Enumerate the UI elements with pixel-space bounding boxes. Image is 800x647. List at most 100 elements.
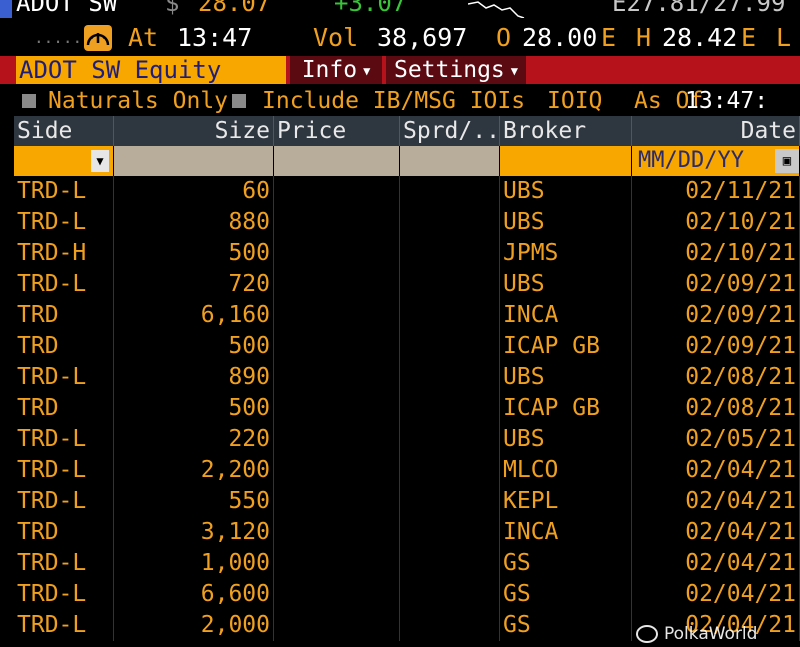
date-filter-input[interactable]: MM/DD/YY ▣: [632, 146, 800, 176]
table-row[interactable]: TRD-L 6,600 GS 02/04/21: [14, 579, 800, 610]
broker-cell: JPMS: [500, 238, 632, 269]
column-header-date[interactable]: Date: [632, 116, 800, 146]
broker-cell: GS: [500, 548, 632, 579]
more-dots-icon[interactable]: .....: [34, 28, 83, 47]
info-menu-button[interactable]: Info ▼: [290, 56, 382, 84]
table-row[interactable]: TRD-L 1,000 GS 02/04/21: [14, 548, 800, 579]
security-field[interactable]: ADOT SW Equity: [16, 56, 286, 84]
side-cell: TRD-L: [14, 548, 114, 579]
broker-cell: UBS: [500, 424, 632, 455]
price-cell: [274, 238, 400, 269]
open-label: O: [496, 23, 512, 52]
table-row[interactable]: TRD-L 880 UBS 02/10/21: [14, 207, 800, 238]
table-row[interactable]: TRD-L 220 UBS 02/05/21: [14, 424, 800, 455]
ioiq-link[interactable]: IOIQ: [547, 88, 603, 114]
table-row[interactable]: TRD-L 720 UBS 02/09/21: [14, 269, 800, 300]
table-row[interactable]: TRD-L 60 UBS 02/11/21: [14, 176, 800, 207]
size-cell: 6,600: [114, 579, 274, 610]
chevron-down-icon[interactable]: ▼: [91, 150, 109, 172]
broker-cell: ICAP GB: [500, 331, 632, 362]
as-of-time: 13:47:: [685, 88, 769, 114]
price-cell: [274, 548, 400, 579]
table-header: Side Size Price Sprd/... Broker Date: [14, 116, 800, 146]
date-cell: 02/08/21: [632, 393, 800, 424]
spread-cell: [400, 176, 500, 207]
price-cell: [274, 207, 400, 238]
table-row[interactable]: TRD-L 890 UBS 02/08/21: [14, 362, 800, 393]
column-header-size[interactable]: Size: [114, 116, 274, 146]
spread-cell: [400, 269, 500, 300]
size-cell: 880: [114, 207, 274, 238]
calendar-icon[interactable]: ▣: [775, 149, 799, 173]
size-cell: 3,120: [114, 517, 274, 548]
naturals-only-checkbox[interactable]: [22, 94, 36, 108]
table-body: TRD-L 60 UBS 02/11/21 TRD-L 880 UBS 02/10/21 TRD…: [14, 176, 800, 641]
volume-label: Vol: [313, 23, 359, 52]
spread-cell: [400, 238, 500, 269]
high-label: H: [636, 23, 652, 52]
spread-cell: [400, 610, 500, 641]
watermark: PolkaWorld: [636, 624, 757, 646]
chat-bubble-icon: [636, 625, 658, 643]
column-header-broker[interactable]: Broker: [500, 116, 632, 146]
price-cell: [274, 393, 400, 424]
broker-cell: ICAP GB: [500, 393, 632, 424]
spread-filter[interactable]: [400, 146, 500, 176]
spread-cell: [400, 548, 500, 579]
open-value: 28.00: [522, 23, 598, 52]
volume-value: 38,697: [377, 23, 468, 52]
size-filter[interactable]: [114, 146, 274, 176]
side-cell: TRD: [14, 331, 114, 362]
date-cell: 02/04/21: [632, 517, 800, 548]
high-value: 28.42: [662, 23, 738, 52]
include-ib-label: Include IB/MSG IOIs: [262, 88, 526, 114]
include-ib-checkbox[interactable]: [232, 94, 246, 108]
table-row[interactable]: TRD-L 2,200 MLCO 02/04/21: [14, 455, 800, 486]
table-row[interactable]: TRD-L 550 KEPL 02/04/21: [14, 486, 800, 517]
size-cell: 550: [114, 486, 274, 517]
date-cell: 02/04/21: [632, 579, 800, 610]
at-time: 13:47: [177, 23, 253, 52]
options-row: Naturals Only Include IB/MSG IOIs IOIQ A…: [0, 86, 800, 116]
column-header-spread[interactable]: Sprd/...: [400, 116, 500, 146]
broker-cell: UBS: [500, 362, 632, 393]
table-row[interactable]: TRD-H 500 JPMS 02/10/21: [14, 238, 800, 269]
price-filter[interactable]: [274, 146, 400, 176]
date-placeholder: MM/DD/YY: [638, 148, 744, 173]
table-row[interactable]: TRD 500 ICAP GB 02/09/21: [14, 331, 800, 362]
settings-menu-button[interactable]: Settings ▼: [386, 56, 526, 84]
date-cell: 02/04/21: [632, 455, 800, 486]
function-toolbar: ADOT SW Equity Info ▼ Settings ▼: [0, 56, 800, 84]
price-cell: [274, 362, 400, 393]
spread-cell: [400, 207, 500, 238]
speedometer-icon[interactable]: [84, 25, 112, 51]
ticker-strip: ADOT SW $ 28.07 +3.07 E27.81/27.99: [0, 0, 800, 18]
size-cell: 890: [114, 362, 274, 393]
broker-cell: GS: [500, 579, 632, 610]
size-cell: 60: [114, 176, 274, 207]
spread-cell: [400, 424, 500, 455]
side-cell: TRD: [14, 517, 114, 548]
chevron-down-icon: ▼: [363, 63, 371, 78]
table-row[interactable]: TRD 3,120 INCA 02/04/21: [14, 517, 800, 548]
watermark-text: PolkaWorld: [664, 624, 758, 644]
security-color-marker: [0, 0, 12, 18]
table-row[interactable]: TRD-L 2,000 GS 02/04/21: [14, 610, 800, 641]
side-cell: TRD-L: [14, 455, 114, 486]
side-filter-select[interactable]: ▼: [14, 146, 114, 176]
column-header-side[interactable]: Side: [14, 116, 114, 146]
column-header-price[interactable]: Price: [274, 116, 400, 146]
table-row[interactable]: TRD 500 ICAP GB 02/08/21: [14, 393, 800, 424]
date-cell: 02/11/21: [632, 176, 800, 207]
date-cell: 02/08/21: [632, 362, 800, 393]
spread-cell: [400, 455, 500, 486]
size-cell: 2,000: [114, 610, 274, 641]
bid-ask: E27.81/27.99: [612, 0, 786, 17]
naturals-only-label: Naturals Only: [48, 88, 229, 114]
low-label: L: [776, 23, 792, 52]
broker-filter-input[interactable]: [500, 146, 632, 176]
table-row[interactable]: TRD 6,160 INCA 02/09/21: [14, 300, 800, 331]
info-menu-label: Info: [301, 57, 358, 83]
side-cell: TRD-L: [14, 269, 114, 300]
side-cell: TRD-L: [14, 610, 114, 641]
